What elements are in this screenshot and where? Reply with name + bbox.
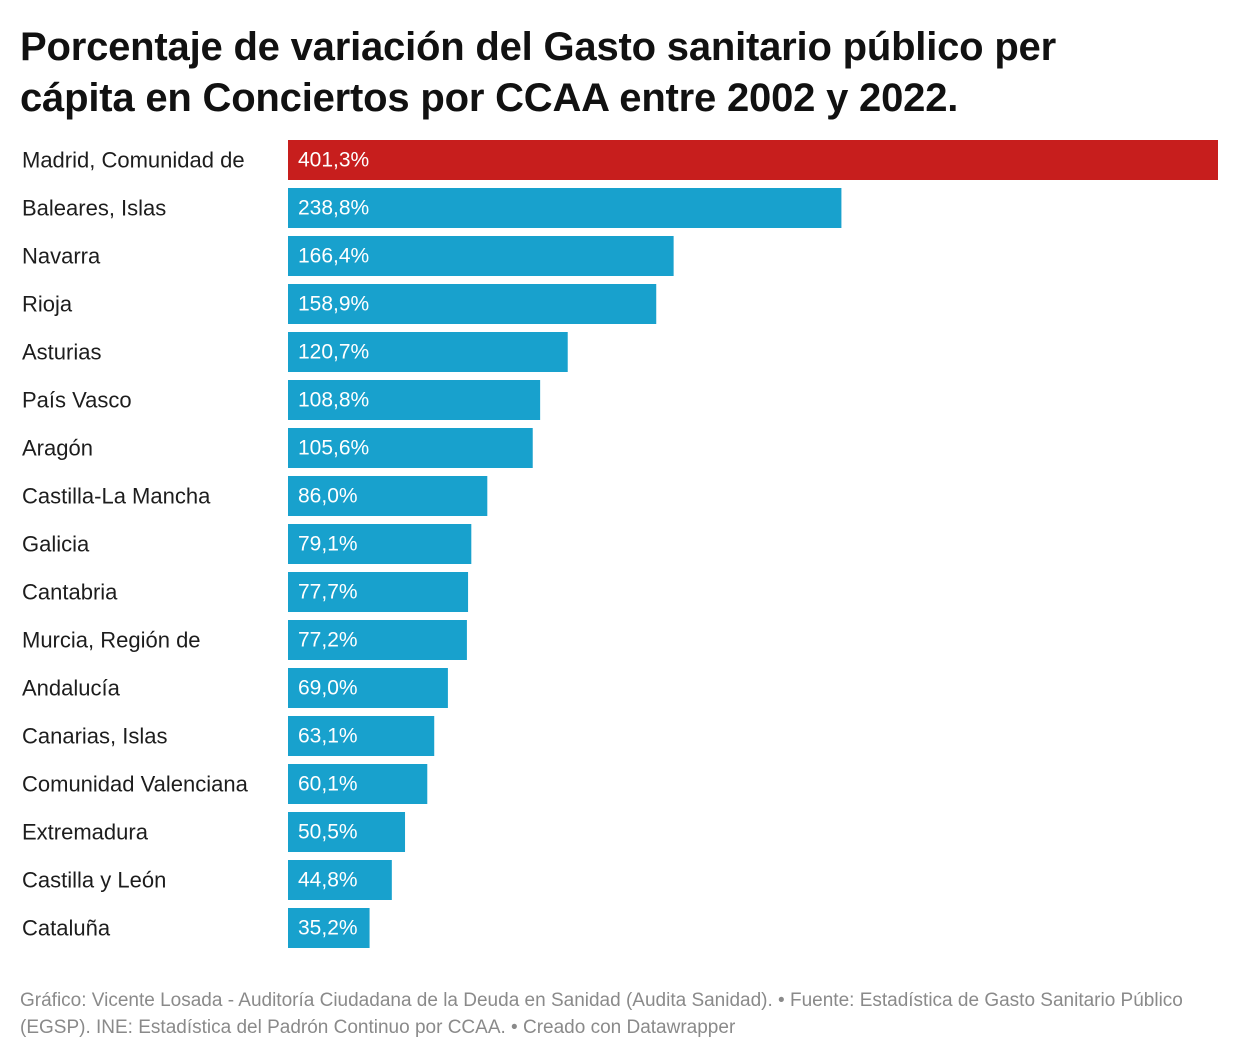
bar bbox=[288, 476, 488, 516]
category-label: Aragón bbox=[22, 436, 93, 461]
value-label: 63,1% bbox=[298, 725, 358, 748]
bar bbox=[288, 908, 370, 948]
value-label: 50,5% bbox=[298, 821, 358, 844]
category-label: Canarias, Islas bbox=[22, 724, 168, 749]
bar bbox=[288, 140, 1218, 180]
bar bbox=[288, 860, 392, 900]
category-label: Murcia, Región de bbox=[22, 628, 201, 653]
category-label: Comunidad Valenciana bbox=[22, 772, 249, 797]
value-label: 60,1% bbox=[298, 773, 358, 796]
category-label: Castilla-La Mancha bbox=[22, 484, 211, 509]
category-label: Cantabria bbox=[22, 580, 118, 605]
bar bbox=[288, 188, 842, 228]
value-label: 69,0% bbox=[298, 677, 358, 700]
category-label: País Vasco bbox=[22, 388, 132, 413]
category-label: Rioja bbox=[22, 292, 73, 317]
bar bbox=[288, 428, 533, 468]
bar bbox=[288, 716, 435, 756]
value-label: 108,8% bbox=[298, 389, 369, 412]
bar bbox=[288, 284, 657, 324]
bar bbox=[288, 620, 467, 660]
bar bbox=[288, 236, 674, 276]
chart-footer: Gráfico: Vicente Losada - Auditoría Ciud… bbox=[20, 990, 1183, 1038]
value-label: 105,6% bbox=[298, 437, 369, 460]
category-label: Extremadura bbox=[22, 820, 149, 845]
category-label: Asturias bbox=[22, 340, 101, 365]
bar bbox=[288, 380, 541, 420]
value-label: 35,2% bbox=[298, 917, 358, 940]
bar bbox=[288, 332, 568, 372]
value-label: 86,0% bbox=[298, 485, 358, 508]
category-label: Madrid, Comunidad de bbox=[22, 148, 245, 173]
bar bbox=[288, 764, 428, 804]
bar bbox=[288, 524, 472, 564]
value-label: 77,7% bbox=[298, 581, 358, 604]
category-label: Cataluña bbox=[22, 916, 111, 941]
bar bbox=[288, 812, 406, 852]
bar bbox=[288, 668, 448, 708]
bar bbox=[288, 572, 469, 612]
value-label: 401,3% bbox=[298, 149, 369, 172]
value-label: 120,7% bbox=[298, 341, 369, 364]
category-label: Galicia bbox=[22, 532, 90, 557]
value-label: 158,9% bbox=[298, 293, 369, 316]
value-label: 44,8% bbox=[298, 869, 358, 892]
chart-title: Porcentaje de variación del Gasto sanita… bbox=[20, 25, 1056, 120]
category-label: Castilla y León bbox=[22, 868, 166, 893]
category-label: Andalucía bbox=[22, 676, 121, 701]
value-label: 238,8% bbox=[298, 197, 369, 220]
value-label: 166,4% bbox=[298, 245, 369, 268]
category-label: Navarra bbox=[22, 244, 101, 269]
value-label: 77,2% bbox=[298, 629, 358, 652]
category-label: Baleares, Islas bbox=[22, 196, 166, 221]
value-label: 79,1% bbox=[298, 533, 358, 556]
